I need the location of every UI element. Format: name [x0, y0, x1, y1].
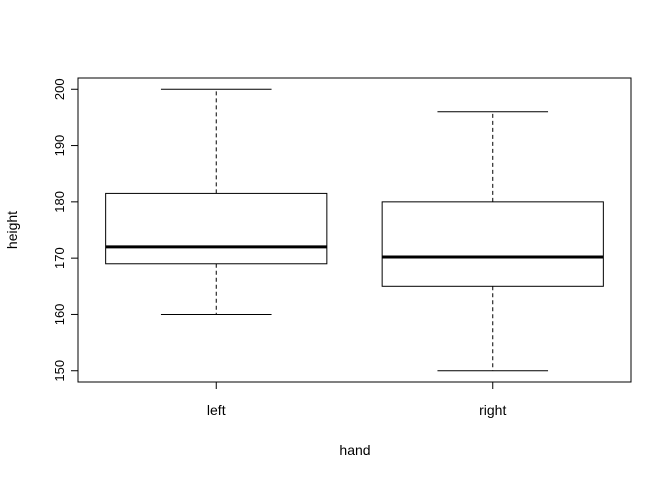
- y-tick-label: 180: [52, 191, 67, 213]
- x-tick-label: right: [479, 402, 506, 418]
- box-left: [105, 88, 328, 315]
- iqr-box: [381, 201, 604, 287]
- y-tick-label: 150: [52, 360, 67, 382]
- iqr-box: [105, 192, 328, 265]
- chart-marks: 150 160 170 180 190 200 left right: [52, 78, 604, 418]
- x-axis-label: hand: [339, 442, 370, 458]
- y-axis-label: height: [4, 211, 20, 249]
- x-tick-label: left: [207, 402, 226, 418]
- box-right: [381, 111, 604, 372]
- y-tick-label: 200: [52, 78, 67, 100]
- y-tick-label: 160: [52, 304, 67, 326]
- y-tick-label: 170: [52, 247, 67, 269]
- y-tick-label: 190: [52, 135, 67, 157]
